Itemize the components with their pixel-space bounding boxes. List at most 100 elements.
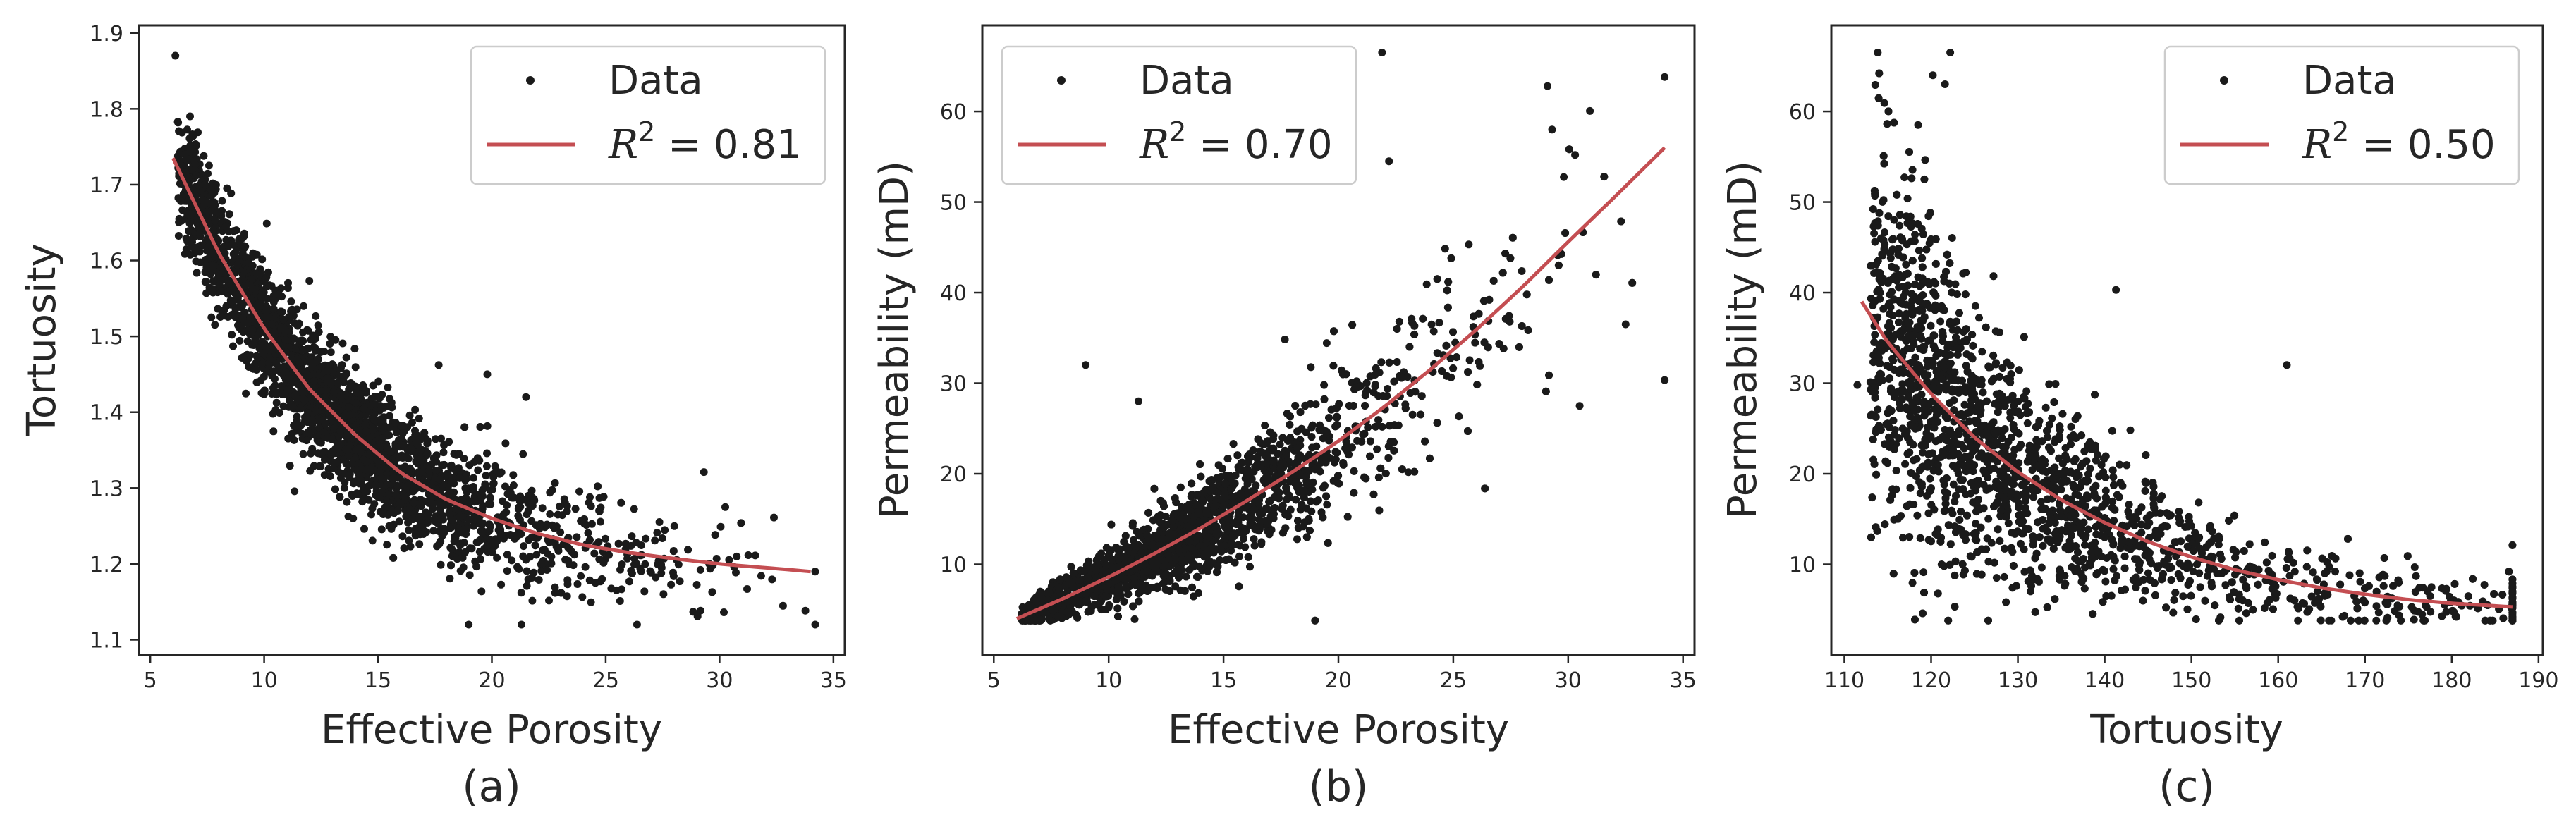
panel-a-data-point [441, 501, 449, 509]
panel-a-data-point [329, 447, 337, 455]
panel-a-data-point [696, 606, 704, 615]
panel-a-data-point [712, 555, 721, 563]
panel-a-data-point [219, 307, 227, 314]
panel-a-data-point [416, 500, 425, 508]
panel-a-data-point [290, 334, 298, 343]
panel-a-data-point [506, 531, 515, 539]
panel-a-data-point [175, 127, 183, 135]
panel-a-data-point [411, 405, 420, 414]
panel-a-data-point [393, 481, 402, 490]
panel-a-data-point [321, 455, 329, 464]
panel-a-data-point [532, 551, 541, 559]
panel-b-data-point [1617, 217, 1625, 226]
panel-a-data-point [331, 336, 340, 344]
panel-a-data-point [590, 549, 599, 558]
panel-a-data-point [238, 320, 246, 329]
panel-a-data-point [269, 410, 277, 418]
panel-a-data-point [551, 583, 559, 591]
panel-a-data-point [545, 596, 553, 605]
panel-a-data-point [519, 552, 527, 560]
panel-a-data-point [228, 331, 236, 339]
panel-b-data-point [1291, 402, 1300, 410]
panel-a-data-point [423, 449, 432, 458]
panel-a-data-point [633, 560, 641, 568]
panel-a-data-point [326, 472, 334, 480]
panel-a-data-point [560, 495, 568, 503]
panel-a-ytick-label: 1.1 [90, 628, 123, 653]
panel-a-data-point [595, 507, 604, 515]
panel-a-data-point [475, 548, 484, 556]
panel-a-data-point [434, 361, 443, 369]
panel-a-data-point [525, 506, 532, 515]
panel-a-data-point [411, 427, 419, 435]
panel-b-data-point [1441, 245, 1449, 253]
panel-a-outlier-point [518, 620, 525, 629]
panel-a-data-point [336, 493, 344, 501]
panel-a-data-point [269, 384, 277, 392]
panel-a-data-point [260, 386, 269, 395]
panel-a-data-point [546, 489, 554, 497]
panel-a-data-point [486, 494, 494, 503]
panel-a-data-point [479, 501, 487, 510]
panel-a-data-point [479, 519, 487, 527]
panel-a-data-point [598, 575, 606, 583]
panel-b-data-point [1427, 320, 1436, 329]
panel-a-data-point [733, 552, 741, 560]
panel-a-data-point [642, 534, 650, 543]
panel-a-data-point [401, 496, 410, 504]
panel-a-data-point [535, 576, 543, 584]
panel-a-data-point [488, 548, 496, 556]
panel-a-ylabel: Tortuosity [19, 243, 65, 437]
panel-a-data-point [395, 517, 403, 526]
panel-a-data-point [367, 510, 375, 519]
panel-a-data-point [340, 484, 348, 492]
panel-b-data-point [1130, 615, 1139, 623]
panel-a-data-point [284, 434, 293, 443]
panel-a-data-point [389, 520, 398, 529]
panel-a-data-point [317, 462, 325, 470]
panel-b-data-point [1107, 520, 1116, 529]
panel-a-data-point [279, 315, 288, 324]
panel-a-data-point [514, 512, 523, 520]
panel-a-data-point [438, 532, 446, 540]
panel-a-data-point [231, 305, 240, 313]
panel-a-data-point [209, 251, 218, 259]
panel-a-data-point [298, 336, 306, 345]
panel-a-data-point [185, 134, 194, 142]
panel-a-data-point [209, 226, 217, 235]
panel-a-data-point [310, 377, 318, 385]
panel-a-data-point [344, 513, 353, 521]
panel-a-data-point [472, 563, 481, 571]
panel-a-data-point [244, 319, 252, 327]
panel-a-data-point [342, 432, 350, 441]
panel-a-data-point [398, 532, 407, 541]
panel-a-data-point [405, 411, 414, 419]
panel-a-caption-label: (a) [462, 762, 521, 811]
panel-b-data-point [1218, 465, 1226, 473]
panel-a-ytick-label: 1.8 [90, 97, 123, 122]
panel-a-data-point [372, 400, 379, 409]
panel-a-data-point [523, 582, 531, 590]
panel-b-data-point [1362, 474, 1370, 483]
panel-a-data-point [501, 439, 510, 448]
panel-a-data-point [425, 467, 433, 475]
panel-a-data-point [271, 375, 279, 383]
panel-a-data-point [348, 381, 356, 389]
panel-b-data-point [1417, 410, 1425, 419]
panel-a-data-point [405, 526, 413, 534]
panel-a-data-point [370, 500, 379, 508]
panel-a-data-point [224, 312, 232, 321]
panel-a-data-point [192, 171, 200, 180]
panel-a-data-point [632, 539, 640, 547]
panel-a-data-point [599, 558, 608, 567]
panel-a-data-point [510, 493, 518, 502]
panel-a-data-point [211, 321, 219, 329]
panel-a-data-point [186, 112, 194, 121]
panel-a-data-point [495, 522, 503, 530]
panel-a-data-point [618, 585, 625, 594]
panel-a-data-point [392, 428, 401, 436]
panel-a-data-point [482, 472, 490, 480]
panel-a-data-point [304, 409, 312, 417]
panel-a-data-point [329, 388, 338, 396]
panel-a-xtick-label: 30 [706, 668, 733, 693]
